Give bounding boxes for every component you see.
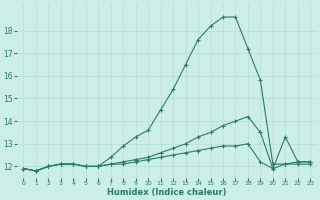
X-axis label: Humidex (Indice chaleur): Humidex (Indice chaleur) bbox=[107, 188, 227, 197]
